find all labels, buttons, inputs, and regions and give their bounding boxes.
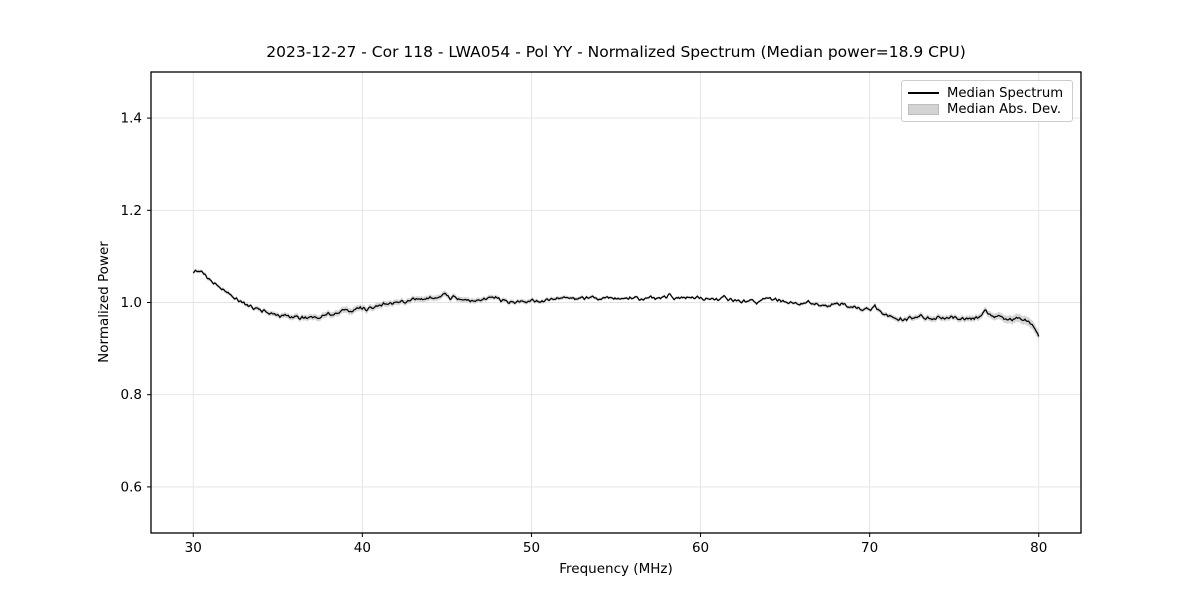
x-tick-label: 70 (861, 540, 878, 556)
legend-entry-median-spectrum: Median Spectrum (908, 85, 1065, 101)
y-tick-label: 0.8 (121, 387, 142, 403)
y-axis-label: Normalized Power (96, 241, 112, 363)
x-tick-label: 30 (185, 540, 202, 556)
x-tick-label: 60 (692, 540, 709, 556)
y-tick-label: 0.6 (121, 479, 142, 495)
y-tick-label: 1.4 (121, 111, 142, 127)
legend: Median Spectrum Median Abs. Dev. (901, 80, 1073, 122)
x-tick-label: 50 (523, 540, 540, 556)
mad-band (193, 268, 1039, 342)
legend-label: Median Abs. Dev. (947, 101, 1062, 117)
x-tick-label: 80 (1030, 540, 1047, 556)
chart-title: 2023-12-27 - Cor 118 - LWA054 - Pol YY -… (266, 43, 966, 61)
median-abs-dev-patch-swatch (908, 103, 939, 115)
x-axis-label: Frequency (MHz) (559, 561, 673, 577)
median-spectrum-line-swatch (908, 92, 939, 94)
legend-label: Median Spectrum (947, 85, 1064, 101)
y-tick-label: 1.2 (121, 203, 142, 219)
legend-entry-median-abs-dev: Median Abs. Dev. (908, 101, 1065, 117)
x-tick-label: 40 (354, 540, 371, 556)
y-tick-label: 1.0 (121, 295, 142, 311)
median-spectrum-line (192, 269, 1040, 337)
